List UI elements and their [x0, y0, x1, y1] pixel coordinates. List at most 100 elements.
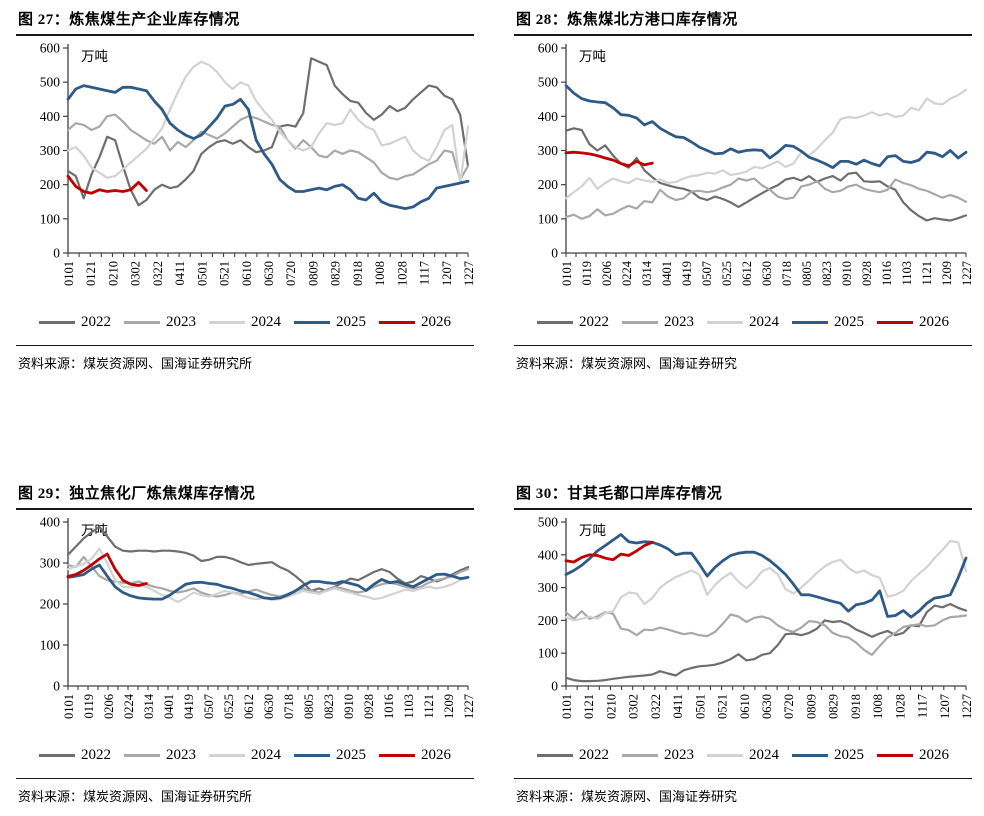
y-tick-label: 400: [40, 109, 61, 124]
series-line-2026: [564, 540, 654, 564]
x-tick-label: 1103: [900, 261, 914, 286]
legend-label: 2026: [919, 747, 949, 763]
legend-swatch: [124, 321, 160, 324]
x-tick-label: 0630: [262, 261, 276, 286]
x-tick-label: 0210: [604, 694, 618, 719]
legend-item-2026: 2026: [877, 314, 949, 331]
x-tick-label: 0809: [804, 694, 818, 719]
legend-swatch: [537, 321, 573, 324]
legend-swatch: [622, 321, 658, 324]
title-divider: [514, 34, 972, 36]
legend-swatch: [877, 321, 913, 324]
series-line-2026: [66, 552, 148, 587]
x-tick-label: 0823: [322, 694, 336, 719]
y-tick-label: 300: [538, 143, 559, 158]
legend-label: 2025: [834, 314, 864, 330]
legend-item-2023: 2023: [124, 747, 196, 764]
unit-label: 万吨: [81, 49, 108, 64]
x-tick-label: 1016: [880, 261, 894, 286]
legend-item-2023: 2023: [622, 314, 694, 331]
x-tick-label: 0910: [342, 694, 356, 719]
x-tick-label: 0720: [284, 261, 298, 286]
series-line-2024: [564, 88, 968, 200]
y-tick-label: 0: [53, 679, 60, 694]
figure-30-block: 图 30：甘其毛都口岸库存情况 0 100 200 300 400 500 0101 0121…: [514, 482, 974, 805]
source-divider: [514, 345, 972, 346]
legend-label: 2022: [81, 314, 111, 330]
x-tick-label: 0610: [240, 261, 254, 286]
x-tick-label: 0805: [302, 694, 316, 719]
legend-item-2025: 2025: [294, 747, 366, 764]
figure-27-source: 资料来源：煤炭资源网、国海证券研究所: [18, 356, 253, 371]
legend-item-2022: 2022: [537, 314, 609, 331]
x-tick-label: 0829: [329, 261, 343, 286]
y-tick-label: 100: [40, 638, 61, 653]
x-tick-label: 0928: [860, 261, 874, 286]
y-tick-label: 0: [551, 246, 558, 261]
series-line-2024: [564, 539, 968, 622]
y-tick-label: 200: [538, 613, 559, 628]
legend-item-2024: 2024: [707, 747, 779, 764]
x-tick-label: 0525: [720, 261, 734, 286]
x-tick-label: 0121: [582, 694, 596, 719]
y-tick-label: 100: [538, 211, 559, 226]
unit-label: 万吨: [579, 49, 606, 64]
legend-swatch: [379, 754, 415, 757]
x-tick-label: 0521: [716, 694, 730, 719]
x-tick-label: 1016: [382, 694, 396, 719]
x-tick-label: 0322: [649, 694, 663, 719]
legend-swatch: [792, 321, 828, 324]
legend-swatch: [379, 321, 415, 324]
x-tick-label: 1227: [462, 261, 476, 286]
y-tick-label: 600: [538, 41, 559, 56]
x-tick-label: 0630: [760, 694, 774, 719]
x-tick-label: 0314: [640, 260, 654, 286]
x-tick-label: 0101: [62, 694, 76, 719]
figure-30-legend: 2022 2023 2024 2025 2026: [514, 747, 972, 764]
x-tick-label: 0823: [820, 261, 834, 286]
series-line-2026: [66, 174, 148, 195]
x-tick-label: 0411: [173, 261, 187, 286]
y-tick-label: 400: [538, 547, 559, 562]
x-tick-label: 0224: [620, 260, 634, 286]
y-tick-label: 300: [538, 580, 559, 595]
y-tick-label: 300: [40, 143, 61, 158]
y-tick-label: 100: [40, 211, 61, 226]
legend-item-2022: 2022: [39, 747, 111, 764]
source-divider: [16, 345, 474, 346]
legend-label: 2022: [579, 747, 609, 763]
legend-swatch: [622, 754, 658, 757]
x-tick-label: 1121: [920, 261, 934, 286]
x-tick-label: 0411: [671, 694, 685, 719]
x-tick-label: 0401: [162, 694, 176, 719]
legend-item-2024: 2024: [707, 314, 779, 331]
figure-28-line-chart: 0 100 200 300 400 500 600 0101 0119 0206 0224 0314 0…: [514, 40, 974, 314]
series-line-2022: [66, 525, 470, 593]
y-tick-label: 500: [538, 75, 559, 90]
legend-item-2022: 2022: [537, 747, 609, 764]
x-tick-label: 1207: [938, 694, 952, 719]
unit-label: 万吨: [579, 523, 606, 538]
x-tick-label: 0101: [560, 694, 574, 719]
x-tick-label: 0314: [142, 693, 156, 719]
legend-item-2026: 2026: [379, 314, 451, 331]
legend-label: 2023: [664, 747, 694, 763]
x-tick-label: 1028: [893, 694, 907, 719]
x-tick-label: 1008: [373, 261, 387, 286]
x-tick-label: 0610: [738, 694, 752, 719]
figure-30-title: 图 30：甘其毛都口岸库存情况: [516, 486, 723, 502]
x-tick-label: 0521: [218, 261, 232, 286]
x-tick-label: 1209: [442, 694, 456, 719]
legend-label: 2023: [664, 314, 694, 330]
figure-28-block: 图 28：炼焦煤北方港口库存情况 0 100 200 300 400 500 600 0101…: [514, 8, 974, 372]
x-tick-label: 0630: [760, 261, 774, 286]
legend-label: 2023: [166, 747, 196, 763]
figure-28-legend: 2022 2023 2024 2025 2026: [514, 314, 972, 331]
x-tick-label: 0419: [680, 261, 694, 286]
legend-label: 2025: [834, 747, 864, 763]
title-divider: [16, 508, 474, 510]
title-divider: [514, 508, 972, 510]
legend-swatch: [877, 754, 913, 757]
figure-27-title: 图 27：炼焦煤生产企业库存情况: [18, 12, 240, 28]
legend-item-2022: 2022: [39, 314, 111, 331]
